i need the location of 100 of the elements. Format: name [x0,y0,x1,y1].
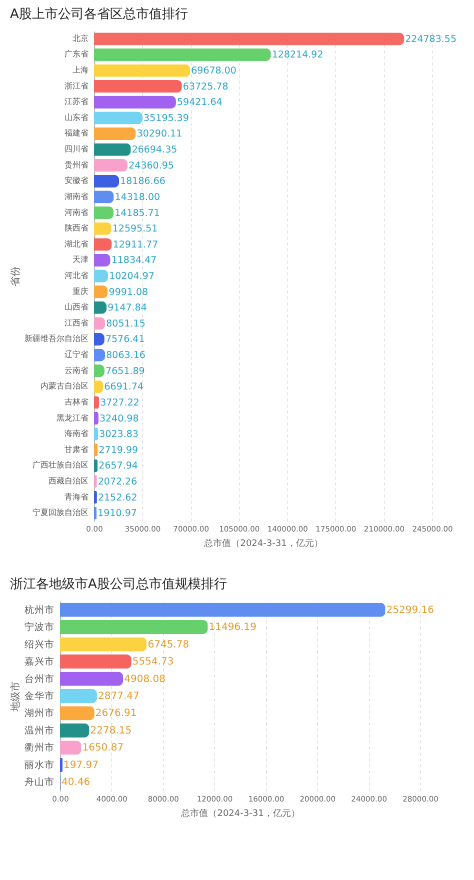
bar [94,127,136,140]
data-label: 7576.41 [105,334,145,346]
y-tick-label: 辽宁省 [64,350,88,360]
y-tick-label: 吉林省 [64,397,88,406]
data-label: 1650.87 [82,742,124,754]
bar [60,688,97,704]
bar [94,206,114,220]
data-label: 5554.73 [132,656,174,668]
bar [94,112,143,124]
chart-title: A股上市公司各省区总市值排行 [10,7,188,22]
data-label: 26694.35 [132,144,178,156]
data-label: 1910.97 [98,508,137,520]
bar [60,637,147,652]
y-tick-label: 重庆 [72,286,88,296]
y-tick-label: 福建省 [64,128,88,138]
y-tick-label: 山东省 [64,112,88,122]
data-label: 224783.55 [405,34,456,45]
data-label: 8063.16 [106,350,146,362]
x-axis-title: 总市值（2024-3-31，亿元） [203,538,323,549]
y-tick-label: 台州市 [24,672,54,685]
y-tick-label: 河北省 [64,271,88,280]
y-tick-label: 江西省 [64,318,88,328]
data-label: 6745.78 [148,639,190,650]
data-label: 24360.95 [128,160,174,172]
y-tick-label: 绍兴市 [24,638,54,650]
data-label: 128214.92 [272,50,324,61]
y-tick-label: 丽水市 [24,758,54,771]
data-label: 2072.26 [98,476,138,488]
data-label: 63725.78 [182,81,228,92]
bar [94,174,120,188]
data-label: 3240.98 [99,413,139,424]
y-tick-label: 内蒙古自治区 [40,382,88,391]
data-label: 14318.00 [114,192,160,203]
y-tick-label: 山西省 [64,302,88,312]
data-label: 25299.16 [386,604,434,616]
y-tick-label: 湖州市 [24,707,54,720]
y-tick-label: 陕西省 [64,224,88,233]
bar [60,654,132,669]
data-label: 9147.84 [108,302,147,314]
bar [60,740,82,755]
data-label: 3727.22 [100,397,140,408]
bar [94,32,404,46]
data-label: 59421.64 [176,97,222,108]
y-tick-label: 温州市 [24,724,54,736]
y-tick-label: 贵州省 [64,160,88,170]
bar [60,602,386,617]
y-tick-label: 西藏自治区 [48,476,88,486]
y-tick-label: 宁夏回族自治区 [32,508,88,518]
bar [60,620,208,634]
y-tick-label: 舟山市 [24,776,54,788]
y-tick-label: 江苏省 [64,97,88,106]
data-label: 4908.08 [124,674,166,685]
y-tick-label: 广西壮族自治区 [32,460,88,470]
data-label: 14185.71 [114,208,160,219]
data-label: 2278.15 [90,725,132,736]
y-tick-label: 北京 [72,34,88,43]
bar [60,723,90,738]
data-label: 2719.99 [98,444,138,456]
y-tick-label: 天津 [72,255,88,264]
data-label: 2877.47 [98,691,140,702]
y-tick-label: 云南省 [64,366,88,375]
bar [94,254,110,267]
bar [94,459,98,472]
bar [94,285,108,298]
data-label: 18186.66 [120,176,166,188]
y-tick-label: 杭州市 [24,604,54,616]
y-tick-label: 衢州市 [24,742,54,754]
data-label: 9991.08 [108,286,148,298]
y-tick-label: 嘉兴市 [24,656,54,668]
y-axis-title: 省份 [10,266,22,286]
bar [60,706,94,720]
x-axis-title: 总市值（2024-3-31，亿元） [180,808,300,819]
data-label: 10204.97 [109,271,154,282]
data-label: 69678.00 [191,66,236,77]
y-tick-label: 新疆维吾尔自治区 [24,334,88,344]
y-tick-label: 海南省 [64,429,88,438]
y-tick-label: 河南省 [64,208,88,217]
bar [94,96,176,108]
y-tick-label: 安徽省 [64,176,88,186]
y-tick-label: 广东省 [64,50,88,59]
y-tick-label: 湖北省 [64,239,88,248]
data-label: 11496.19 [208,622,257,634]
data-label: 8051.15 [106,318,146,330]
data-label: 12911.77 [112,239,158,250]
data-label: 40.46 [62,777,90,788]
y-tick-label: 四川省 [64,144,88,154]
data-label: 2152.62 [98,492,138,504]
y-tick-label: 湖南省 [64,192,88,201]
data-label: 197.97 [64,760,99,771]
data-label: 2657.94 [98,460,138,472]
data-label: 12595.51 [112,224,158,235]
bar [94,143,131,156]
bar [60,672,124,686]
y-axis-title: 地级市 [10,682,22,712]
y-tick-label: 金华市 [24,690,54,702]
bar [94,190,114,204]
data-label: 3023.83 [99,429,138,440]
bar [94,64,190,77]
bar [94,48,271,62]
data-label: 11834.47 [111,255,157,266]
